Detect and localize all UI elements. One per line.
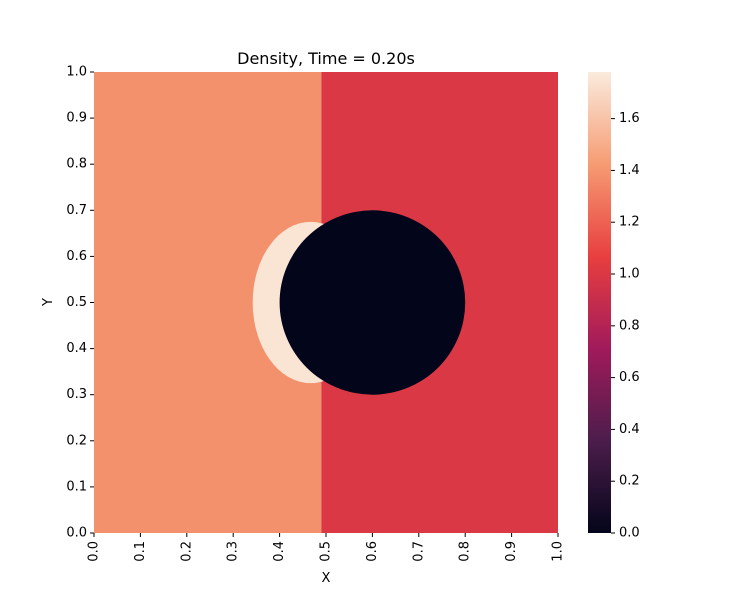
- colorbar-tick-label: 1.0: [619, 267, 640, 282]
- colorbar-tick-label: 1.2: [619, 215, 640, 230]
- x-tick-label: 0.0: [87, 541, 102, 562]
- x-tick-label: 0.2: [179, 541, 194, 562]
- x-tick-label: 0.4: [272, 541, 287, 562]
- y-axis-label: Y: [41, 298, 56, 307]
- x-axis: 0.0 0.1 0.2 0.3 0.4 0.5 0.6 0.7 0.8 0.9 1.0: [87, 533, 566, 562]
- y-tick-label: 0.8: [66, 157, 87, 172]
- colorbar-tick-label: 1.4: [619, 163, 640, 178]
- y-tick-label: 0.0: [66, 526, 87, 541]
- colorbar-gradient: [588, 72, 611, 533]
- y-axis: 0.0 0.1 0.2 0.3 0.4 0.5 0.6 0.7 0.8 0.9 1.0: [66, 65, 94, 541]
- x-tick-label: 0.1: [133, 541, 148, 562]
- y-tick-label: 0.3: [66, 387, 87, 402]
- colorbar-tick-label: 0.8: [619, 318, 640, 333]
- colorbar-tick-label: 0.4: [619, 422, 640, 437]
- y-tick-label: 0.6: [66, 249, 87, 264]
- y-tick-label: 0.7: [66, 203, 87, 218]
- colorbar: 0.0 0.2 0.4 0.6 0.8 1.0 1.2 1.4 1.6: [588, 72, 640, 541]
- x-axis-label: X: [322, 571, 331, 586]
- plot-area: [94, 72, 558, 533]
- y-tick-label: 0.4: [66, 341, 87, 356]
- colorbar-tick-label: 1.6: [619, 111, 640, 126]
- y-tick-label: 0.1: [66, 479, 87, 494]
- colorbar-tick-label: 0.2: [619, 474, 640, 489]
- colorbar-tick-label: 0.0: [619, 526, 640, 541]
- x-tick-label: 0.9: [504, 541, 519, 562]
- y-tick-label: 0.2: [66, 433, 87, 448]
- y-tick-label: 0.5: [66, 295, 87, 310]
- y-tick-label: 0.9: [66, 111, 87, 126]
- colorbar-tick-label: 0.6: [619, 370, 640, 385]
- x-tick-label: 0.6: [365, 541, 380, 562]
- x-tick-label: 0.8: [458, 541, 473, 562]
- y-tick-label: 1.0: [66, 65, 87, 80]
- x-tick-label: 0.7: [411, 541, 426, 562]
- region-bubble: [279, 210, 466, 395]
- x-tick-label: 1.0: [551, 541, 566, 562]
- x-tick-label: 0.5: [319, 541, 334, 562]
- x-tick-label: 0.3: [226, 541, 241, 562]
- chart-title: Density, Time = 0.20s: [237, 49, 415, 68]
